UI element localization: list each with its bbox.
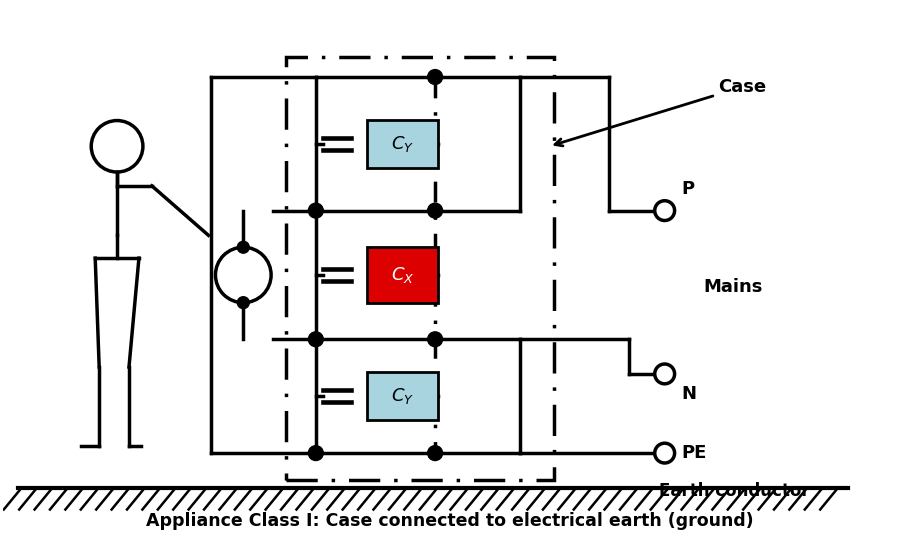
Circle shape: [309, 332, 323, 347]
Text: Case: Case: [555, 78, 767, 146]
Text: $C_X$: $C_X$: [391, 265, 414, 285]
Text: N: N: [681, 384, 697, 403]
Text: P: P: [681, 180, 695, 198]
Circle shape: [238, 296, 249, 308]
Circle shape: [309, 203, 323, 218]
FancyBboxPatch shape: [366, 247, 438, 302]
Text: PE: PE: [681, 444, 706, 462]
FancyBboxPatch shape: [366, 373, 438, 420]
Circle shape: [238, 241, 249, 253]
Text: $C_Y$: $C_Y$: [391, 386, 414, 406]
Text: Mains: Mains: [704, 278, 763, 296]
FancyBboxPatch shape: [366, 120, 438, 167]
Circle shape: [654, 364, 675, 384]
Circle shape: [428, 203, 443, 218]
Circle shape: [428, 446, 443, 461]
Text: $C_Y$: $C_Y$: [391, 134, 414, 154]
Circle shape: [654, 443, 675, 463]
Circle shape: [309, 446, 323, 461]
Circle shape: [654, 201, 675, 220]
Text: Appliance Class I: Case connected to electrical earth (ground): Appliance Class I: Case connected to ele…: [146, 512, 754, 530]
Text: Earth conductor: Earth conductor: [659, 482, 809, 500]
Circle shape: [428, 332, 443, 347]
Circle shape: [215, 247, 271, 302]
Circle shape: [428, 70, 443, 84]
Bar: [286, 57, 554, 480]
